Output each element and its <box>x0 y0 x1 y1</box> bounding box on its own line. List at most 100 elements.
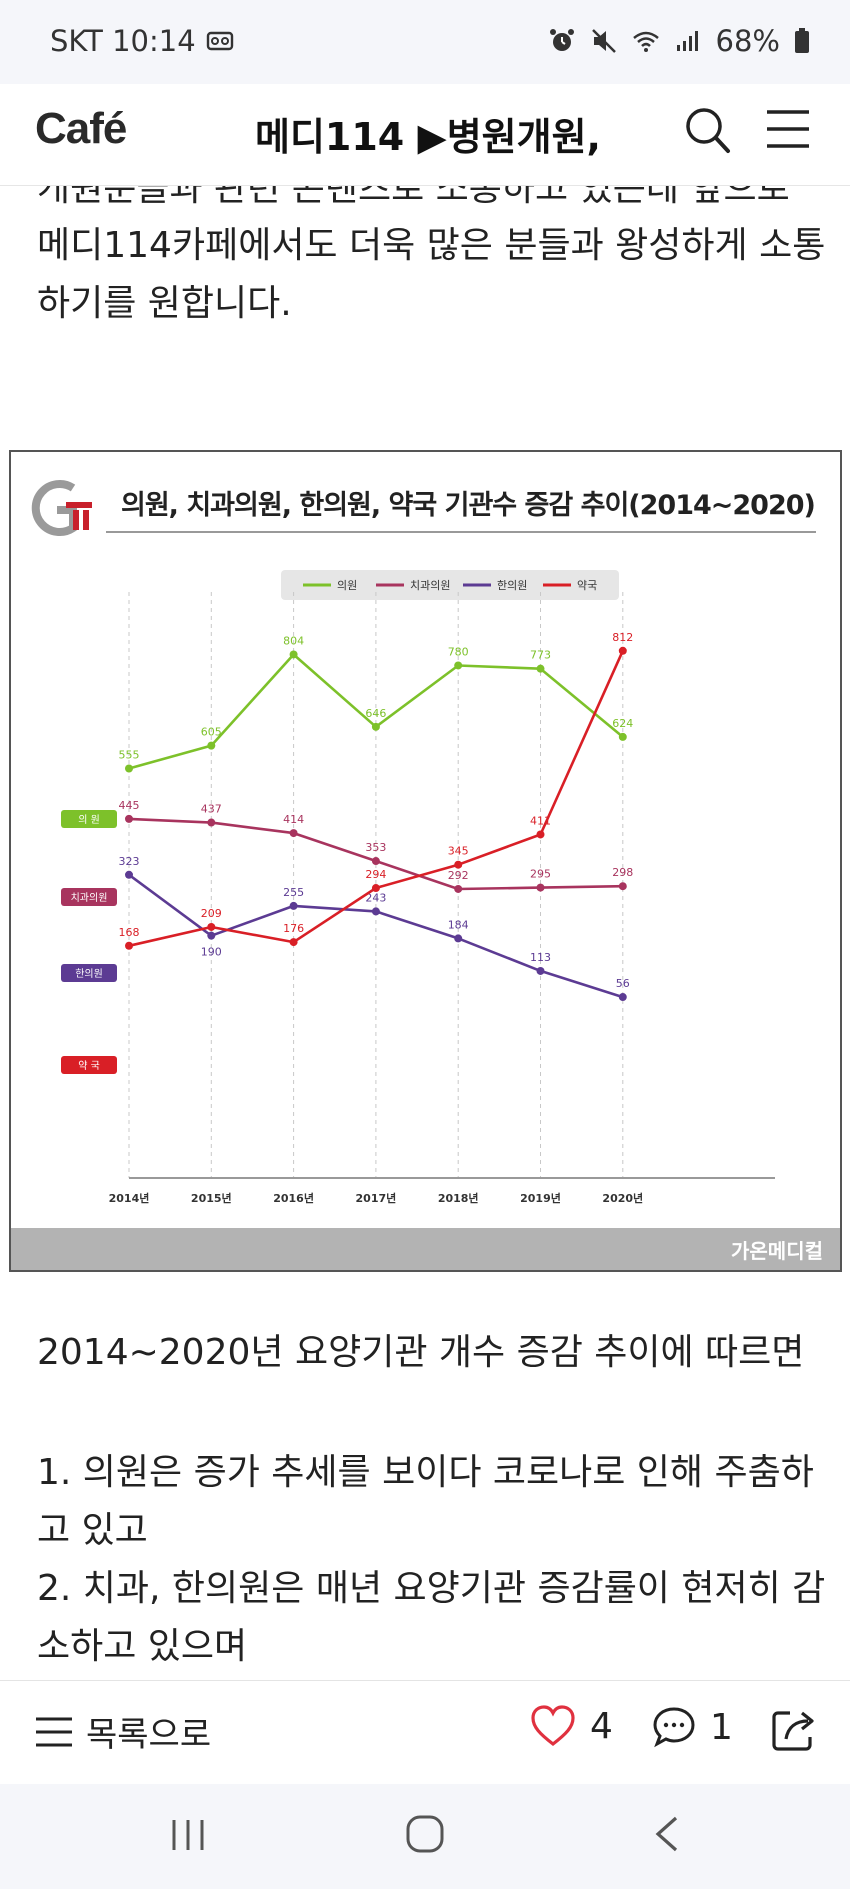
battery-icon <box>795 28 809 53</box>
data-label: 292 <box>448 869 469 882</box>
data-point <box>536 664 545 673</box>
data-label: 445 <box>119 799 140 812</box>
comment-icon <box>653 1707 695 1748</box>
chart-image[interactable]: 의원, 치과의원, 한의원, 약국 기관수 증감 추이(2014~2020) 의… <box>9 450 842 1272</box>
data-label: 184 <box>448 918 469 931</box>
article-point-1: 1. 의원은 증가 추세를 보이다 코로나로 인해 주춤하 고 있고 <box>37 1444 814 1560</box>
data-label: 605 <box>201 726 222 739</box>
data-label: 414 <box>283 813 304 826</box>
like-count: 4 <box>590 1705 613 1747</box>
page-title: 메디114 ▶병원개원, <box>255 115 601 159</box>
x-ticks: 2014년 2015년 2016년 2017년 2018년 2019년 2020년 <box>109 1191 644 1205</box>
data-point <box>125 764 133 773</box>
data-point <box>371 857 380 866</box>
chart-source: 가온메디컬 <box>731 1239 823 1263</box>
data-point <box>618 993 627 1002</box>
data-label: 345 <box>448 845 469 858</box>
legend-label: 약국 <box>577 578 597 592</box>
data-point <box>618 646 627 655</box>
home-icon[interactable] <box>405 1814 445 1854</box>
data-point <box>207 818 216 827</box>
article-summary: 2014~2020년 요양기관 개수 증감 추이에 따르면 <box>37 1324 804 1382</box>
mute-icon <box>591 29 616 53</box>
data-label: 624 <box>612 717 633 730</box>
data-point <box>536 966 545 975</box>
point1-line-2: 고 있고 <box>37 1510 148 1551</box>
data-point <box>454 934 463 943</box>
article-point-2: 2. 치과, 한의원은 매년 요양기관 증감률이 현저히 감 소하고 있으며 <box>37 1560 825 1676</box>
data-point <box>125 870 133 879</box>
data-label: 812 <box>612 631 633 644</box>
data-point <box>371 884 380 893</box>
series: 555 605 804 646 780 773 624 445 437 414 353 292 295 2… <box>119 631 633 1002</box>
data-point <box>618 732 627 741</box>
alarm-icon <box>549 29 574 51</box>
point1-line-1: 1. 의원은 증가 추세를 보이다 코로나로 인해 주춤하 <box>37 1452 814 1493</box>
data-label: 168 <box>119 926 140 939</box>
chart-logo-icon <box>31 480 92 536</box>
legend-label: 의원 <box>337 579 357 592</box>
app-header: Café 메디114 ▶병원개원, <box>0 84 850 186</box>
search-icon[interactable] <box>684 104 732 156</box>
list-label: 목록으로 <box>86 1715 212 1755</box>
data-point <box>207 931 216 940</box>
point2-line-2: 소하고 있으며 <box>37 1626 248 1667</box>
data-label: 804 <box>283 634 304 647</box>
like-button[interactable]: 4 <box>530 1705 613 1747</box>
line-chart: 의원, 치과의원, 한의원, 약국 기관수 증감 추이(2014~2020) 의… <box>11 480 840 1270</box>
share-icon[interactable] <box>770 1705 818 1753</box>
recent-apps-icon[interactable] <box>170 1816 206 1854</box>
data-label: 243 <box>365 891 386 904</box>
cafe-logo[interactable]: Café <box>35 104 127 153</box>
comment-button[interactable]: 1 <box>652 1705 733 1749</box>
side-label-text: 한의원 <box>75 968 103 980</box>
x-tick-label: 2019년 <box>520 1191 561 1205</box>
data-point <box>289 650 298 659</box>
data-point <box>207 741 216 750</box>
data-label: 176 <box>283 922 304 935</box>
data-label: 411 <box>530 814 551 827</box>
back-icon[interactable] <box>652 1814 682 1854</box>
data-label: 353 <box>365 841 386 854</box>
data-label: 323 <box>119 855 140 868</box>
intro-line-2: 하기를 원합니다. <box>37 283 292 324</box>
x-tick-label: 2020년 <box>602 1191 643 1205</box>
data-label: 780 <box>448 645 469 658</box>
data-point <box>454 860 463 869</box>
data-point <box>125 941 133 950</box>
x-tick-label: 2018년 <box>438 1191 479 1205</box>
status-right: 68% <box>548 24 810 58</box>
data-point <box>618 882 627 891</box>
legend-label: 치과의원 <box>410 579 450 592</box>
list-icon <box>36 1717 72 1746</box>
data-point <box>454 884 463 893</box>
data-point <box>289 829 298 838</box>
status-left: SKT 10:14 <box>50 24 234 58</box>
side-label-pill <box>61 810 117 828</box>
legend: 의원 치과의원 한의원 약국 <box>303 578 597 592</box>
side-label-pill <box>61 964 117 982</box>
data-point <box>536 830 545 839</box>
data-label: 56 <box>616 977 630 990</box>
data-label: 437 <box>201 803 222 816</box>
wifi-icon <box>632 31 659 52</box>
carrier-time: SKT 10:14 <box>50 24 196 58</box>
article-cut-line: 개원분들과 관련 콘텐츠로 소통하고 있는데 앞으로 <box>37 186 790 209</box>
intro-line-1: 메디114카페에서도 더욱 많은 분들과 왕성하게 소통 <box>37 225 826 266</box>
grid <box>128 592 624 1178</box>
x-tick-label: 2015년 <box>191 1191 232 1205</box>
signal-icon <box>676 31 698 51</box>
data-point <box>454 661 463 670</box>
menu-icon[interactable] <box>765 106 811 152</box>
heart-icon <box>531 1705 575 1747</box>
data-point <box>536 883 545 892</box>
data-point <box>371 907 380 916</box>
data-label: 113 <box>530 951 551 964</box>
data-label: 255 <box>283 886 304 899</box>
data-label: 773 <box>530 649 551 662</box>
list-button[interactable]: 목록으로 <box>36 1707 211 1756</box>
x-tick-label: 2014년 <box>109 1191 150 1205</box>
bottom-toolbar: 목록으로 4 1 <box>0 1680 850 1784</box>
status-bar: SKT 10:14 68% <box>0 0 850 84</box>
